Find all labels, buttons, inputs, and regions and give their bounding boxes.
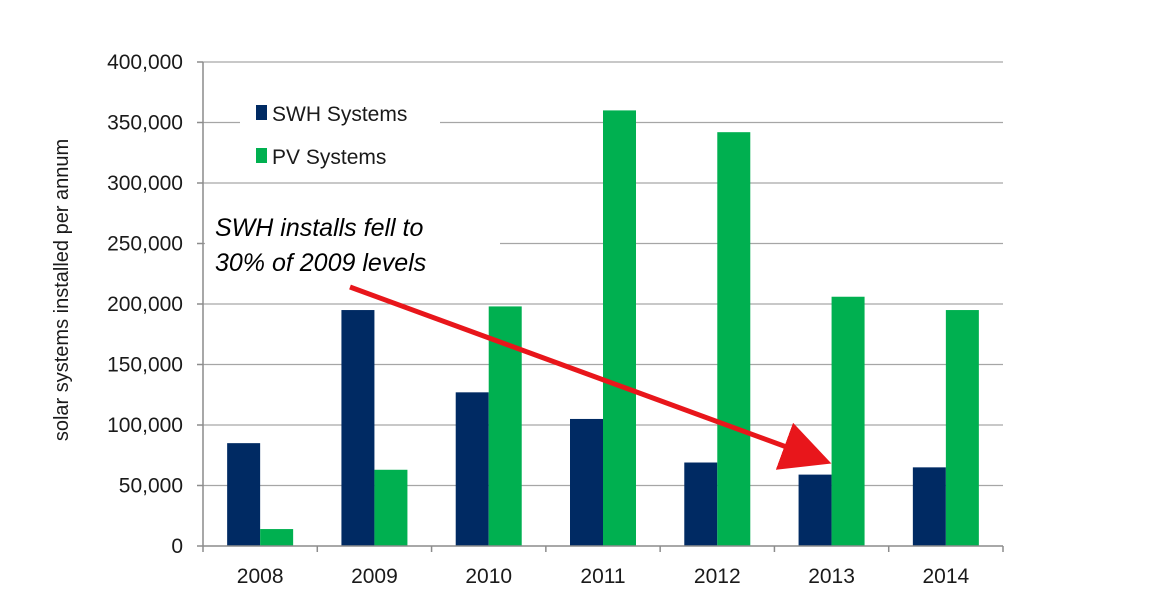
y-tick-label: 200,000 [107,293,183,316]
y-tick-label: 50,000 [119,475,183,498]
bar-swh-2011 [570,418,603,546]
x-tick-label: 2008 [237,565,284,588]
annotation-box [205,206,500,284]
annotation-arrow [349,284,832,470]
bar-pv-2008 [260,529,294,546]
bar-pv-2013 [831,296,865,546]
legend-swatch-pv [256,148,267,163]
bar-pv-2011 [603,110,636,547]
y-tick-label: 0 [171,535,183,558]
x-tick-label: 2010 [465,565,512,588]
x-tick-label: 2014 [922,565,969,588]
bar-swh-2009 [341,310,375,546]
legend-swatch-swh [256,105,267,120]
y-tick-label: 350,000 [107,112,183,135]
y-tick-label: 100,000 [107,414,183,437]
x-tick-label: 2012 [694,565,741,588]
annotation-line-1: SWH installs fell to [215,214,423,242]
bar-swh-2008 [227,443,261,546]
legend-label-swh: SWH Systems [272,103,407,126]
y-tick-labels: 0 50,000 100,000 150,000 200,000 250,000 300,0… [107,51,183,558]
x-tick-labels: 2008 2009 2010 2011 2012 2013 2014 [237,565,970,588]
bar-swh-2010 [455,392,489,546]
y-tick-label: 150,000 [107,354,183,377]
legend: SWH Systems PV Systems [240,98,440,174]
x-tick-label: 2011 [580,565,625,588]
bar-pv-2014 [945,310,979,546]
y-axis-label: solar systems installed per annum [51,139,73,441]
bar-pv-2009 [374,469,408,546]
legend-label-pv: PV Systems [272,146,386,169]
bar-swh-2014 [912,467,946,546]
y-tick-label: 250,000 [107,233,183,256]
x-tick-label: 2009 [351,565,398,588]
annotation: SWH installs fell to 30% of 2009 levels [205,206,832,470]
x-tick-label: 2013 [808,565,855,588]
legend-box [240,98,440,174]
y-tick-label: 400,000 [107,51,183,74]
bar-swh-2012 [684,462,718,546]
y-tick-label: 300,000 [107,172,183,195]
bar-pv-2012 [717,132,751,546]
axes [197,61,1004,552]
bars [227,110,979,547]
annotation-line-2: 30% of 2009 levels [215,249,426,277]
bar-swh-2013 [798,474,832,546]
